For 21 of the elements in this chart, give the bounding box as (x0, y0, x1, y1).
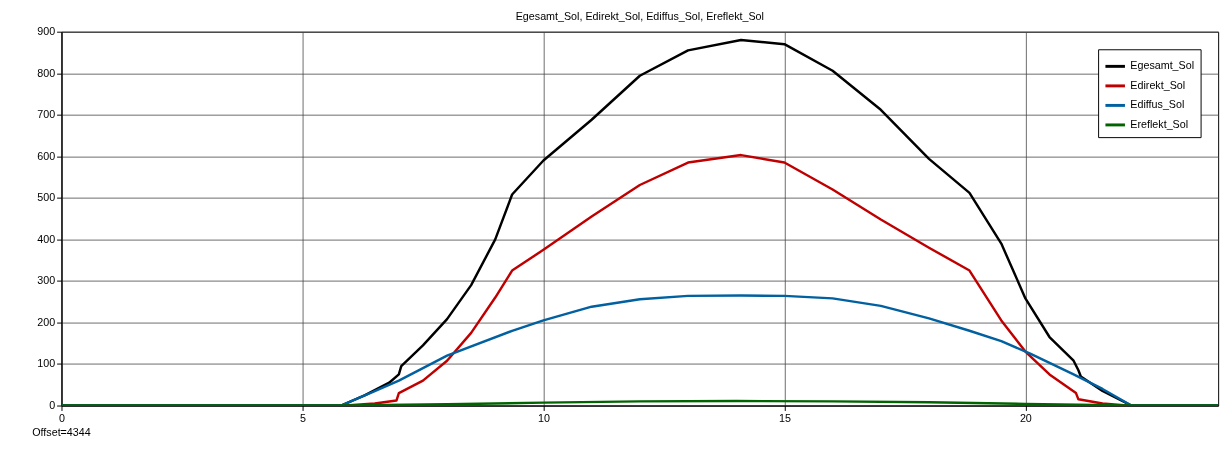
y-tick-label: 800 (37, 66, 56, 79)
y-tick-label: 700 (37, 108, 56, 121)
y-tick-label: 200 (37, 315, 56, 328)
y-tick-label: 300 (37, 274, 56, 287)
y-tick-label: 900 (37, 25, 56, 38)
y-tick-label: 400 (37, 232, 56, 245)
y-tick-label: 0 (49, 398, 56, 411)
x-tick-label: 15 (778, 411, 791, 424)
y-tick-label: 600 (37, 149, 56, 162)
legend-label: Edirekt_Sol (1130, 78, 1186, 91)
x-tick-label: 5 (299, 411, 306, 424)
x-tick-label: 10 (537, 411, 550, 424)
legend-label: Egesamt_Sol (1130, 59, 1195, 72)
y-tick-label: 500 (37, 191, 56, 204)
chart-title: Egesamt_Sol, Edirekt_Sol, Ediffus_Sol, Ereflekt_Sol (515, 10, 764, 22)
legend-label: Ediffus_Sol (1130, 98, 1185, 111)
legend-label: Ereflekt_Sol (1130, 117, 1189, 130)
text: Offset=4344 (32, 425, 91, 438)
x-tick-label: 20 (1019, 411, 1032, 424)
y-tick-label: 100 (37, 357, 56, 370)
x-tick-label: 0 (59, 411, 65, 424)
